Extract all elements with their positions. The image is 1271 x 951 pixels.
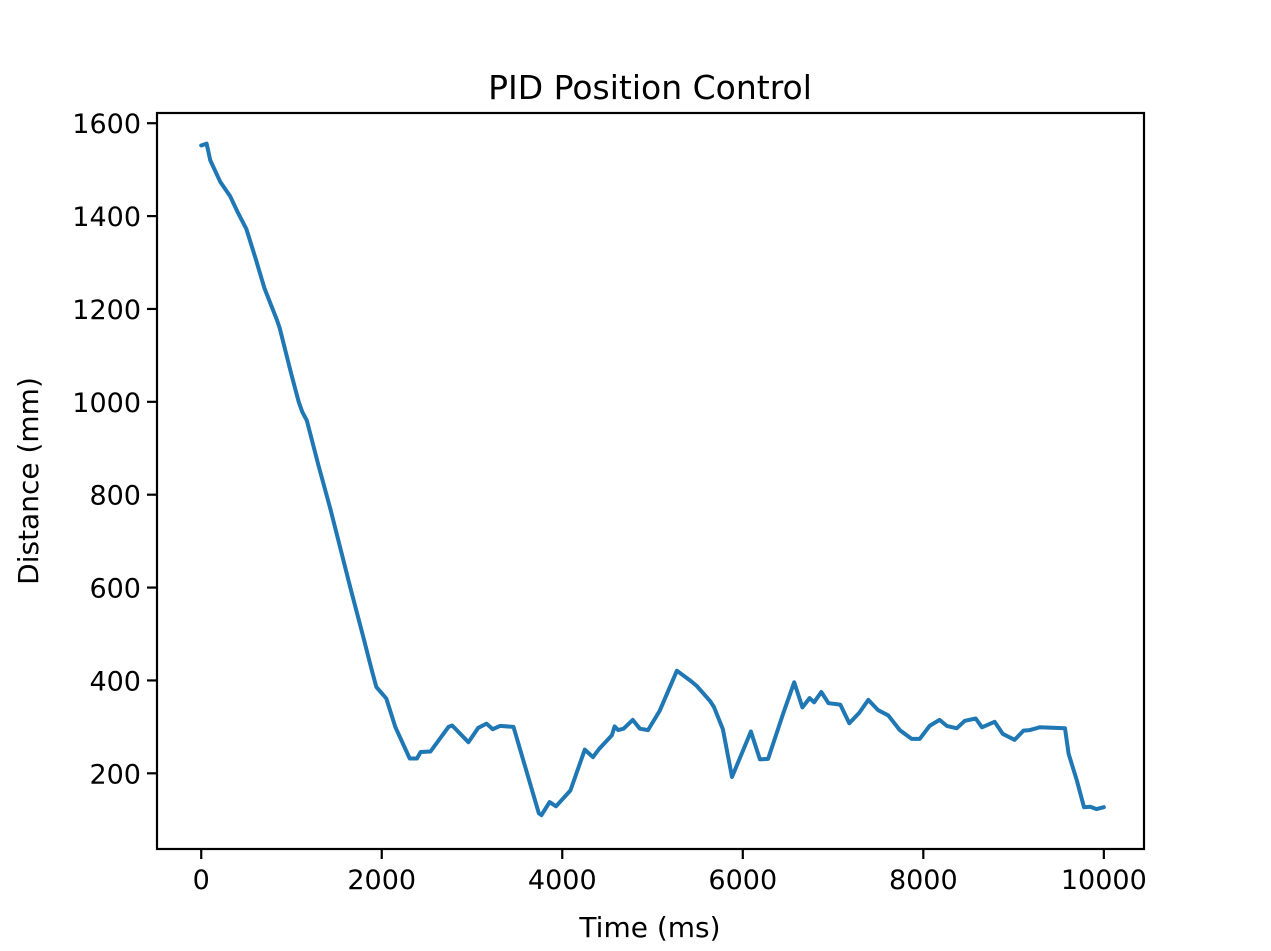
y-tick-label: 800 [89, 481, 141, 512]
y-tick-label: 1000 [72, 388, 141, 419]
y-axis-label: Distance (mm) [12, 377, 45, 585]
y-tick-label: 200 [89, 759, 141, 790]
x-tick-label: 4000 [528, 865, 597, 896]
y-axis-ticks: 200 400 600 800 1000 1200 1400 1600 [72, 109, 157, 790]
chart-title: PID Position Control [488, 68, 812, 107]
plot-series [199, 141, 1106, 818]
y-tick-label: 400 [89, 666, 141, 697]
y-tick-label: 1200 [72, 295, 141, 326]
data-line-distance [199, 141, 1106, 818]
y-tick-label: 1400 [72, 202, 141, 233]
x-axis-ticks: 0 2000 4000 6000 8000 10000 [193, 849, 1147, 896]
x-tick-label: 6000 [708, 865, 777, 896]
plot-frame [155, 111, 1146, 851]
x-tick-label: 0 [193, 865, 210, 896]
y-tick-label: 1600 [72, 109, 141, 140]
x-tick-label: 8000 [889, 865, 958, 896]
x-tick-label: 10000 [1061, 865, 1147, 896]
x-axis-label: Time (ms) [578, 911, 720, 944]
x-tick-label: 2000 [347, 865, 416, 896]
y-tick-label: 600 [89, 574, 141, 605]
